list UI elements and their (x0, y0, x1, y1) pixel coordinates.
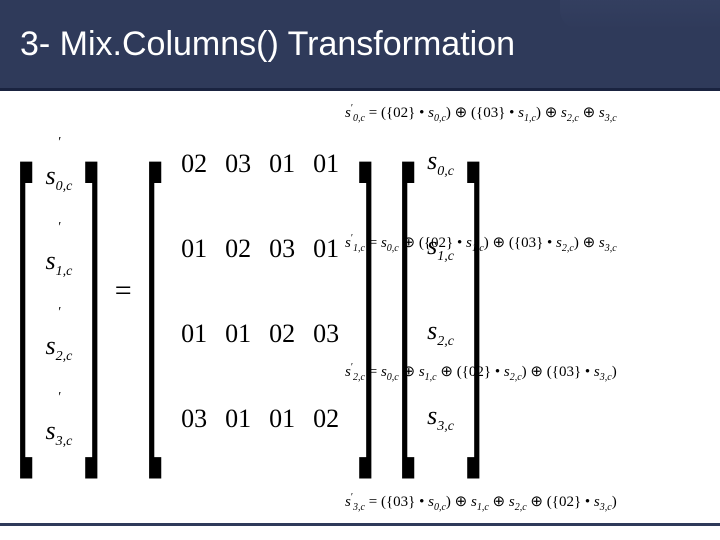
m12: 03 (260, 234, 304, 264)
result-s0c: ′s0,c (45, 131, 72, 195)
m10: 01 (172, 234, 216, 264)
mix-matrix: 02 03 01 01 01 02 03 01 01 01 02 03 03 0… (172, 121, 348, 461)
slide-content: [ ′s0,c ′s1,c ′s2,c ′s3,c ] = [ 02 03 01… (0, 91, 720, 531)
result-s1c: ′s1,c (45, 216, 72, 280)
m32: 01 (260, 404, 304, 434)
m22: 02 (260, 319, 304, 349)
result-vector: ′s0,c ′s1,c ′s2,c ′s3,c (43, 121, 74, 461)
equals-sign: = (113, 274, 134, 308)
footer-divider (0, 523, 720, 526)
m13: 01 (304, 234, 348, 264)
header-corner-decoration (560, 0, 720, 30)
result-s3c: ′s3,c (45, 386, 72, 450)
m02: 01 (260, 149, 304, 179)
m20: 01 (172, 319, 216, 349)
m23: 03 (304, 319, 348, 349)
result-s2c: ′s2,c (45, 301, 72, 365)
m33: 02 (304, 404, 348, 434)
m00: 02 (172, 149, 216, 179)
slide-title: 3- Mix.Columns() Transformation (20, 25, 515, 64)
m01: 03 (216, 149, 260, 179)
left-bracket-close: ] (85, 121, 102, 461)
m30: 03 (172, 404, 216, 434)
matrix-bracket-open: [ (144, 121, 161, 461)
equation-3: s′3,c = ({03} • s0,c) ⊕ s1,c ⊕ s2,c ⊕ ({… (345, 492, 715, 513)
m21: 01 (216, 319, 260, 349)
equation-1: s′1,c = s0,c ⊕ ({02} • s1,c) ⊕ ({03} • s… (345, 233, 715, 254)
equation-0: s′0,c = ({02} • s0,c) ⊕ ({03} • s1,c) ⊕ … (345, 103, 715, 124)
expanded-equations: s′0,c = ({02} • s0,c) ⊕ ({03} • s1,c) ⊕ … (345, 103, 715, 513)
m11: 02 (216, 234, 260, 264)
m03: 01 (304, 149, 348, 179)
slide-header: 3- Mix.Columns() Transformation (0, 0, 720, 91)
left-bracket-open: [ (16, 121, 33, 461)
m31: 01 (216, 404, 260, 434)
equation-2: s′2,c = s0,c ⊕ s1,c ⊕ ({02} • s2,c) ⊕ ({… (345, 362, 715, 383)
